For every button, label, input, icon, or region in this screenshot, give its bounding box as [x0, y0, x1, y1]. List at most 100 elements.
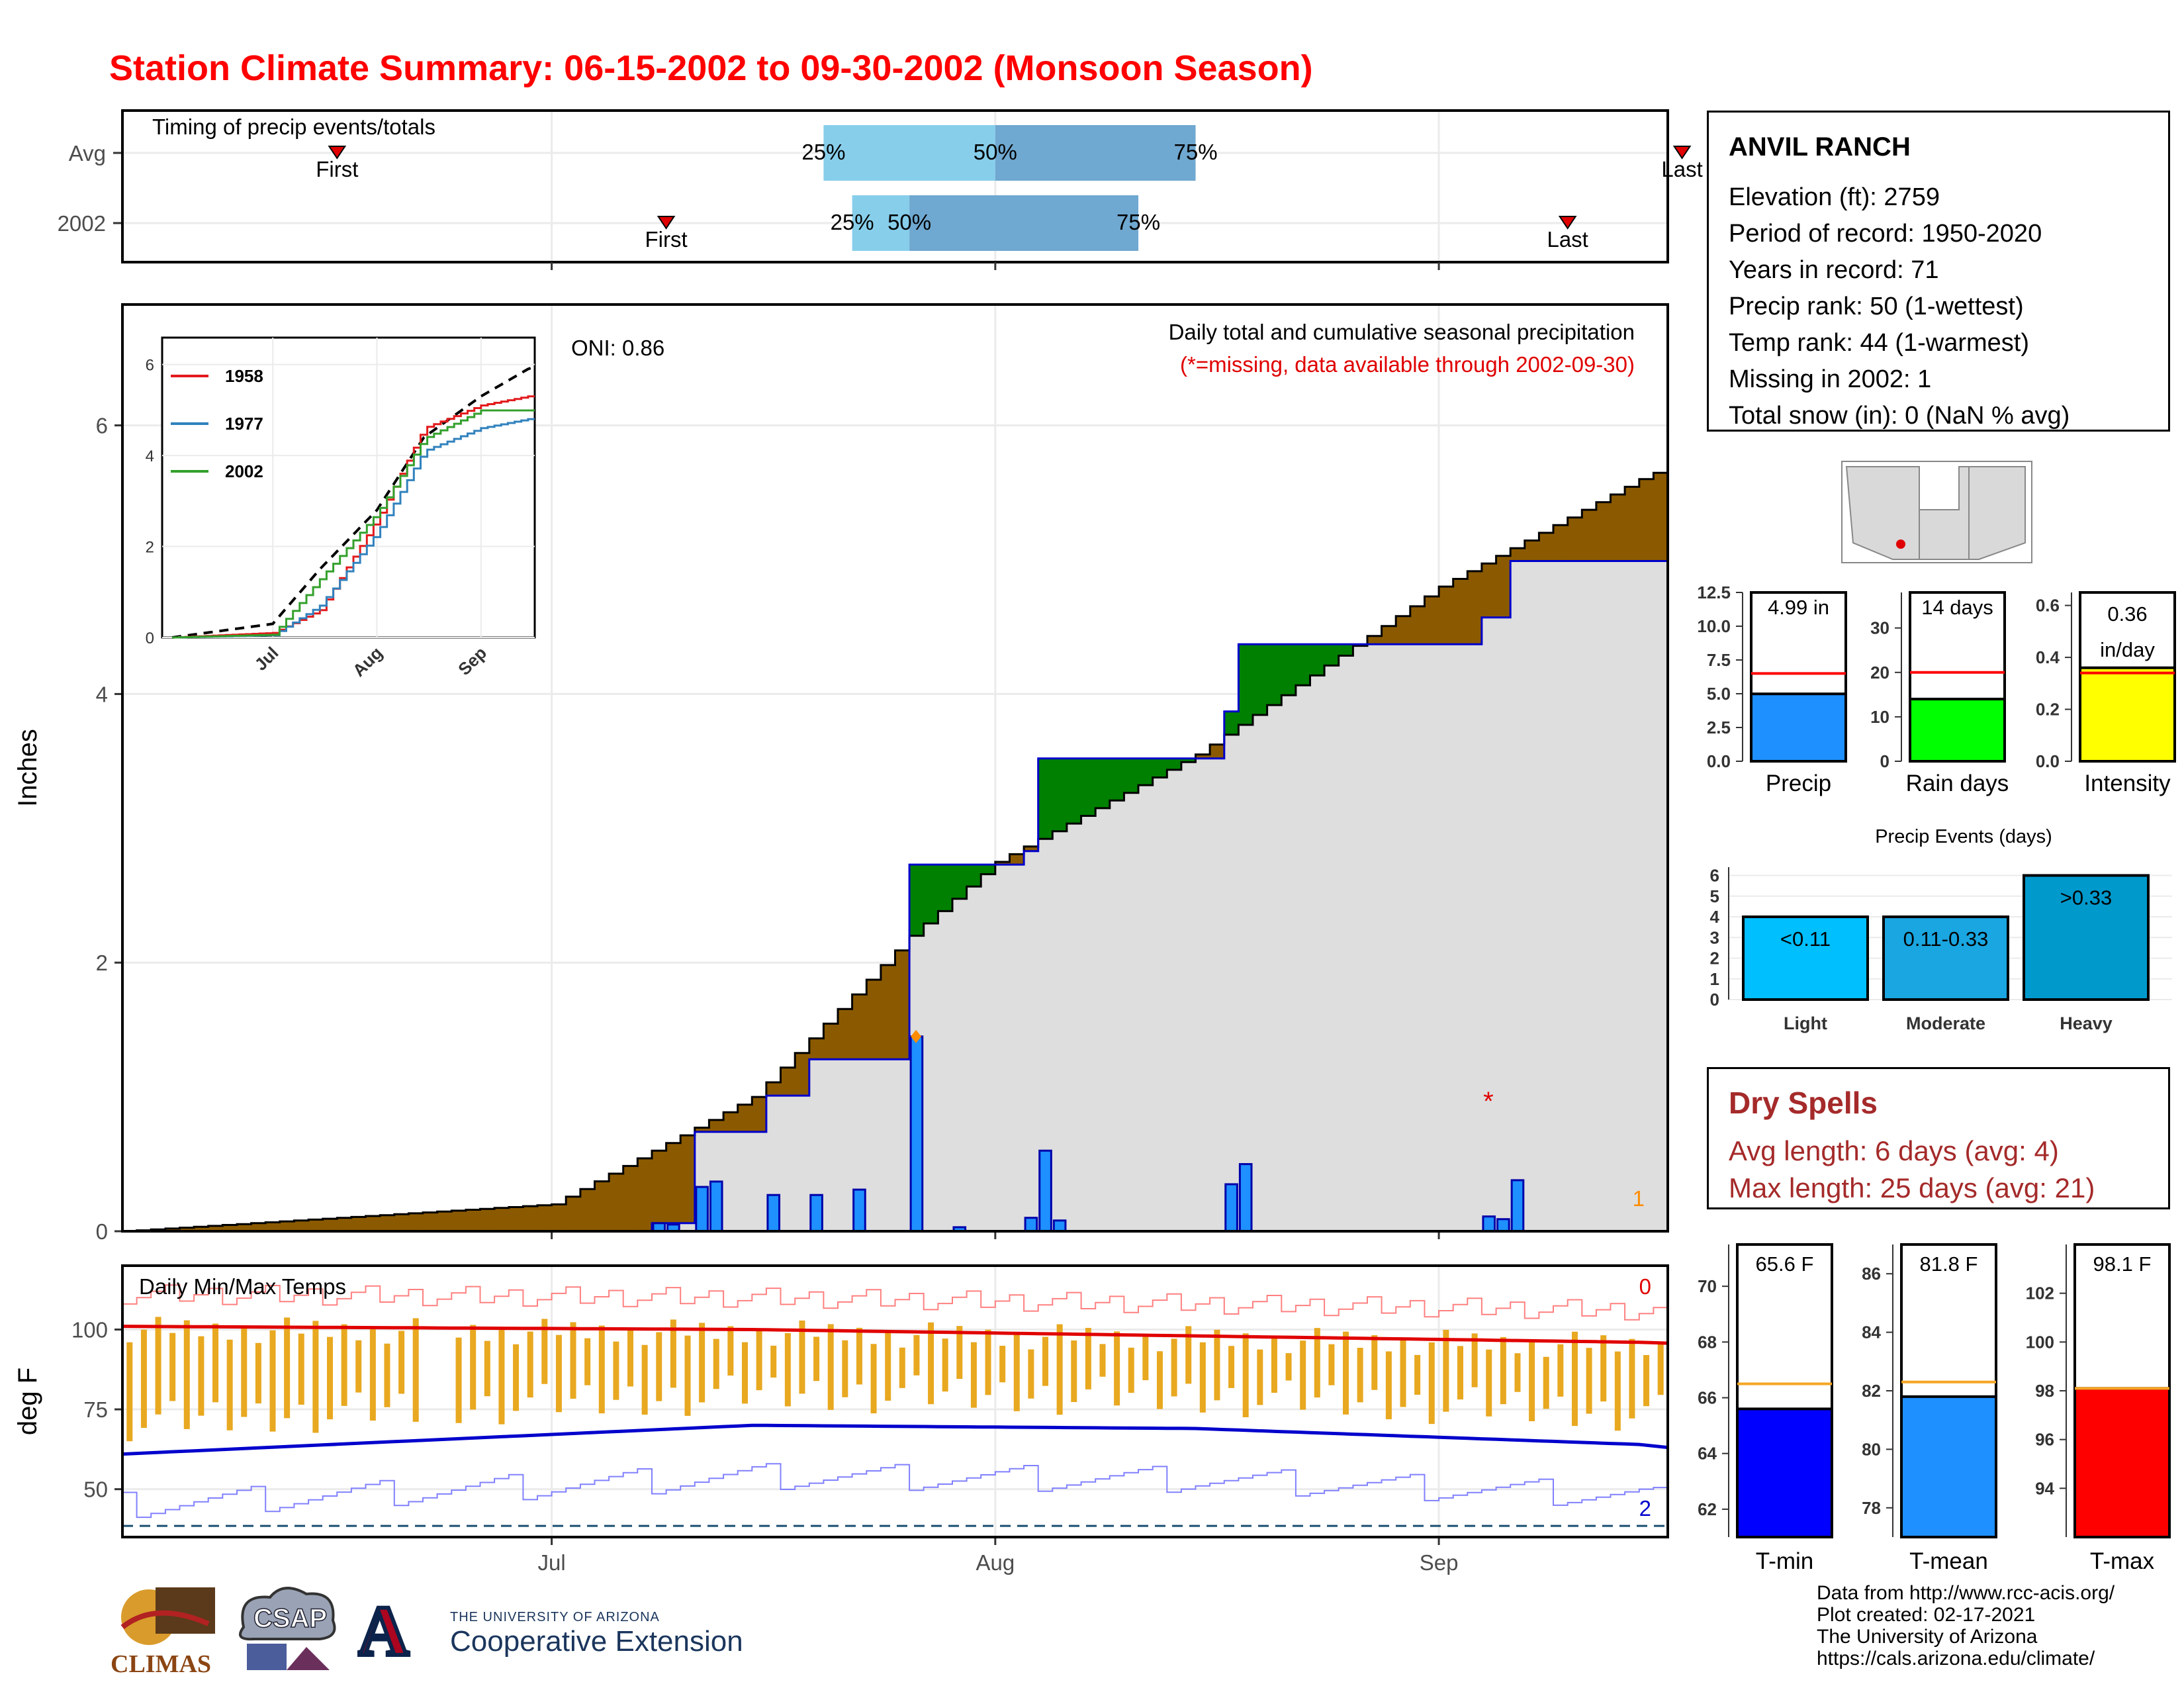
- surplus-fill: [1281, 644, 1297, 696]
- deficit-fill: [251, 1223, 266, 1231]
- inset-y-tick-label: 4: [146, 447, 154, 465]
- station-location-dot: [1896, 539, 1905, 549]
- deficit-fill: [537, 1205, 553, 1231]
- surplus-fill: [1181, 758, 1197, 763]
- deficit-fill: [1539, 532, 1554, 561]
- credit-line: The University of Arizona: [1817, 1626, 2038, 1648]
- deficit-fill: [523, 1206, 538, 1231]
- station-missing: Missing in 2002: 1: [1729, 365, 1932, 393]
- temp-x-tick-label: Sep: [1420, 1550, 1459, 1575]
- deficit-fill: [852, 994, 867, 1060]
- deficit-fill: [265, 1222, 281, 1231]
- deficit-fill: [723, 1112, 739, 1132]
- deficit-fill: [623, 1166, 638, 1231]
- ua-logo: A: [357, 1595, 411, 1668]
- deficit-fill: [437, 1211, 452, 1231]
- precip-summary-y-tick-label: 10.0: [1697, 616, 1731, 636]
- deficit-fill: [651, 1150, 667, 1223]
- credit-line: Plot created: 02-17-2021: [1817, 1604, 2036, 1626]
- deficit-fill: [408, 1213, 424, 1231]
- temp-panel-border: [121, 1264, 1669, 1538]
- deficit-fill: [1210, 744, 1225, 759]
- tmin-summary-bar: [1736, 1407, 1833, 1538]
- temp-y-axis-label: deg F: [13, 1368, 42, 1435]
- surplus-fill: [1138, 758, 1154, 786]
- record-low-line: [122, 1463, 1668, 1519]
- tmax-summary-y-tick-label: 98: [2035, 1381, 2054, 1401]
- tmax-summary-value-label: 98.1 F: [2093, 1252, 2152, 1276]
- daily-precip-bar: [1024, 1217, 1038, 1233]
- deficit-fill: [737, 1104, 752, 1132]
- daily-precip-bar: [909, 1035, 924, 1233]
- precip-y-tick-label: 6: [96, 414, 108, 438]
- station-name: ANVIL RANCH: [1729, 132, 1911, 162]
- deficit-fill: [766, 1082, 782, 1096]
- climas-logo-text: CLIMAS: [111, 1650, 211, 1678]
- timing-bar-50-75: [995, 125, 1196, 181]
- daily-precip-bar: [852, 1188, 866, 1233]
- surplus-fill: [1066, 758, 1082, 824]
- surplus-fill: [1124, 758, 1139, 793]
- precip-events-y-tick-label: 6: [1710, 866, 1719, 886]
- ua-small-text: THE UNIVERSITY OF ARIZONA: [450, 1610, 660, 1624]
- station-snow: Total snow (in): 0 (NaN % avg): [1729, 402, 2070, 430]
- deficit-fill: [1582, 510, 1597, 561]
- precip-summary-value-label: 4.99 in: [1768, 596, 1829, 619]
- station-years: Years in record: 71: [1729, 256, 1939, 284]
- precip-events-bar-heavy: [2023, 874, 2150, 1001]
- surplus-fill: [966, 865, 981, 887]
- surplus-fill: [1295, 644, 1310, 686]
- deficit-fill: [308, 1219, 324, 1231]
- deficit-fill: [866, 980, 882, 1060]
- precip-summary-bar: [1750, 692, 1847, 763]
- timing-pct-50: 50%: [974, 140, 1017, 164]
- tmax-summary-y-tick-label: 96: [2035, 1430, 2054, 1450]
- map-panel: [1841, 461, 2032, 563]
- record-high-line: [122, 1284, 1668, 1321]
- deficit-fill: [995, 862, 1010, 865]
- daily-precip-bar: [695, 1186, 709, 1233]
- observed-cumulative-area: [122, 561, 1668, 1231]
- daily-precip-bar: [1238, 1163, 1253, 1233]
- surplus-fill: [1109, 758, 1124, 801]
- deficit-fill: [179, 1227, 195, 1231]
- raindays-summary-value-label: 14 days: [1921, 596, 1993, 619]
- deficit-fill: [823, 1023, 839, 1060]
- oni-label: ONI: 0.86: [571, 336, 664, 360]
- deficit-fill: [1653, 473, 1668, 561]
- temp-y-tick-label: 100: [71, 1317, 108, 1342]
- deficit-fill: [380, 1215, 395, 1231]
- average-min-temp-line: [122, 1423, 1668, 1456]
- deficit-fill: [208, 1225, 223, 1231]
- deficit-fill: [1453, 579, 1468, 645]
- tmin-summary-y-tick-label: 64: [1698, 1444, 1717, 1464]
- daily-precip-bar: [1482, 1215, 1496, 1233]
- timing-label: Timing of precip events/totals: [152, 115, 435, 139]
- timing-pct-25: 25%: [801, 140, 845, 164]
- deficit-fill: [594, 1181, 610, 1231]
- station-info-box: ANVIL RANCH Elevation (ft): 2759 Period …: [1707, 111, 2170, 432]
- deficit-fill: [551, 1204, 567, 1231]
- deficit-fill: [780, 1067, 796, 1096]
- deficit-fill: [1625, 487, 1640, 561]
- deficit-fill: [279, 1221, 295, 1231]
- raindays-summary-name-label: Rain days: [1906, 771, 2009, 796]
- daily-precip-bar: [709, 1180, 723, 1233]
- deficit-fill: [795, 1053, 810, 1096]
- tmean-summary-y-tick-label: 84: [1862, 1323, 1881, 1342]
- tmin-summary-y-tick-label: 70: [1698, 1276, 1717, 1296]
- raindays-summary-y-tick-label: 10: [1870, 707, 1889, 727]
- csap-logo: CSAP: [239, 1587, 336, 1670]
- tmean-summary-y-tick-label: 82: [1862, 1381, 1881, 1401]
- dry-spells-max: Max length: 25 days (avg: 21): [1729, 1172, 2095, 1203]
- surplus-fill: [1253, 644, 1268, 716]
- deficit-fill: [494, 1207, 510, 1231]
- precip-panel: 0 2 4 6 Inches * Daily total and cumulative se…: [13, 303, 1669, 1244]
- intensity-summary-value-unit: in/day: [2100, 638, 2155, 661]
- surplus-fill: [1052, 758, 1068, 831]
- intensity-summary-bar: [2079, 666, 2176, 763]
- deficit-fill: [222, 1225, 238, 1231]
- temp-y-tick-label: 75: [83, 1397, 108, 1422]
